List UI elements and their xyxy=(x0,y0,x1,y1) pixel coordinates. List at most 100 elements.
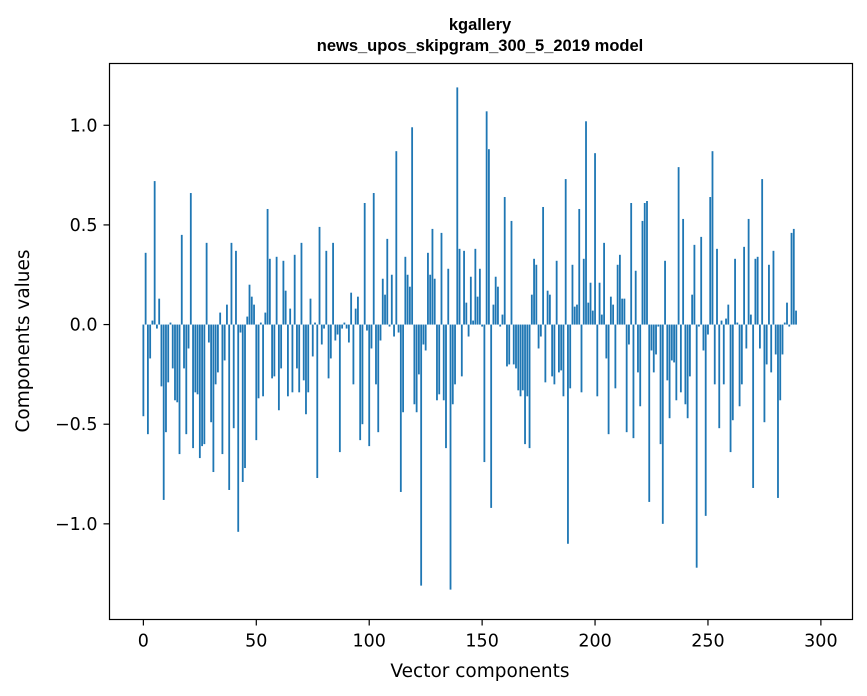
bar xyxy=(603,242,605,325)
bar xyxy=(372,193,375,325)
bar xyxy=(483,324,486,463)
bar xyxy=(679,324,682,393)
bar xyxy=(713,324,716,385)
bar xyxy=(792,228,795,325)
bar xyxy=(266,208,269,325)
bar xyxy=(745,324,748,349)
bar xyxy=(497,286,499,325)
bar xyxy=(454,324,456,385)
bar xyxy=(743,246,746,325)
bar xyxy=(521,324,524,391)
bar xyxy=(370,324,373,349)
bar xyxy=(612,304,615,325)
bar xyxy=(727,304,730,325)
bar xyxy=(151,320,154,325)
bar xyxy=(257,324,260,399)
bar xyxy=(478,268,481,325)
bar xyxy=(162,324,165,500)
bar xyxy=(555,260,558,325)
bar xyxy=(212,324,215,473)
bar xyxy=(783,322,786,325)
bar xyxy=(580,324,583,393)
bar xyxy=(503,197,506,325)
bar xyxy=(393,324,395,337)
y-tick-label: 0.0 xyxy=(70,316,98,336)
bar xyxy=(411,127,414,325)
bar xyxy=(781,324,784,355)
bar xyxy=(268,258,271,325)
bar xyxy=(704,324,707,516)
bar xyxy=(386,238,389,325)
bar xyxy=(763,324,766,423)
bar xyxy=(517,324,520,391)
bar xyxy=(788,324,791,327)
bar xyxy=(560,324,563,371)
bar xyxy=(440,232,443,325)
bar xyxy=(237,324,240,532)
bar xyxy=(431,228,434,325)
bar xyxy=(616,264,619,325)
y-tick-label: −0.5 xyxy=(55,415,98,435)
bars-group xyxy=(142,87,797,590)
bar xyxy=(684,324,687,405)
x-tick-label: 50 xyxy=(245,632,267,652)
bar xyxy=(494,276,497,325)
bar xyxy=(761,179,764,325)
x-tick-label: 0 xyxy=(138,632,149,652)
bar xyxy=(542,206,545,325)
bar xyxy=(786,302,788,325)
bar xyxy=(219,312,222,325)
bar xyxy=(189,193,192,325)
bar xyxy=(770,324,773,373)
bar xyxy=(309,298,312,325)
bar xyxy=(734,258,736,325)
bar xyxy=(476,296,479,325)
y-tick-label: −1.0 xyxy=(55,515,98,535)
bar xyxy=(305,324,307,415)
bar xyxy=(573,306,576,325)
bar xyxy=(282,260,285,325)
bar xyxy=(187,324,190,349)
bar xyxy=(537,324,540,349)
bar xyxy=(214,324,217,385)
bar xyxy=(623,298,626,325)
bar xyxy=(591,310,594,325)
bar xyxy=(506,324,508,367)
bar xyxy=(347,324,350,343)
bar xyxy=(183,324,185,369)
bar xyxy=(524,324,526,445)
bar xyxy=(474,248,477,325)
bar xyxy=(648,324,651,502)
bar xyxy=(442,324,445,401)
bar xyxy=(472,320,474,325)
x-axis: 0 50 100 150 200 250 300 xyxy=(138,619,838,652)
bar xyxy=(544,324,547,383)
bar xyxy=(259,322,262,325)
bar xyxy=(578,208,581,325)
bar xyxy=(262,324,264,397)
bar xyxy=(795,310,797,325)
bar xyxy=(390,274,393,325)
bar xyxy=(196,324,199,395)
bar xyxy=(634,270,637,325)
bar xyxy=(402,324,404,413)
bar xyxy=(765,324,768,365)
bar xyxy=(691,294,694,325)
bar xyxy=(657,324,660,327)
bar xyxy=(185,324,188,435)
bar xyxy=(756,256,759,325)
bar xyxy=(736,322,739,325)
bar xyxy=(314,322,316,325)
bar xyxy=(363,203,366,325)
bar xyxy=(144,252,147,325)
bar xyxy=(790,232,793,325)
bar xyxy=(519,324,522,397)
x-axis-label: Vector components xyxy=(390,661,569,682)
bar xyxy=(399,324,402,492)
bar xyxy=(273,324,276,377)
bar xyxy=(666,324,669,381)
bar xyxy=(526,324,529,397)
bar xyxy=(709,197,712,325)
bar xyxy=(637,324,639,373)
